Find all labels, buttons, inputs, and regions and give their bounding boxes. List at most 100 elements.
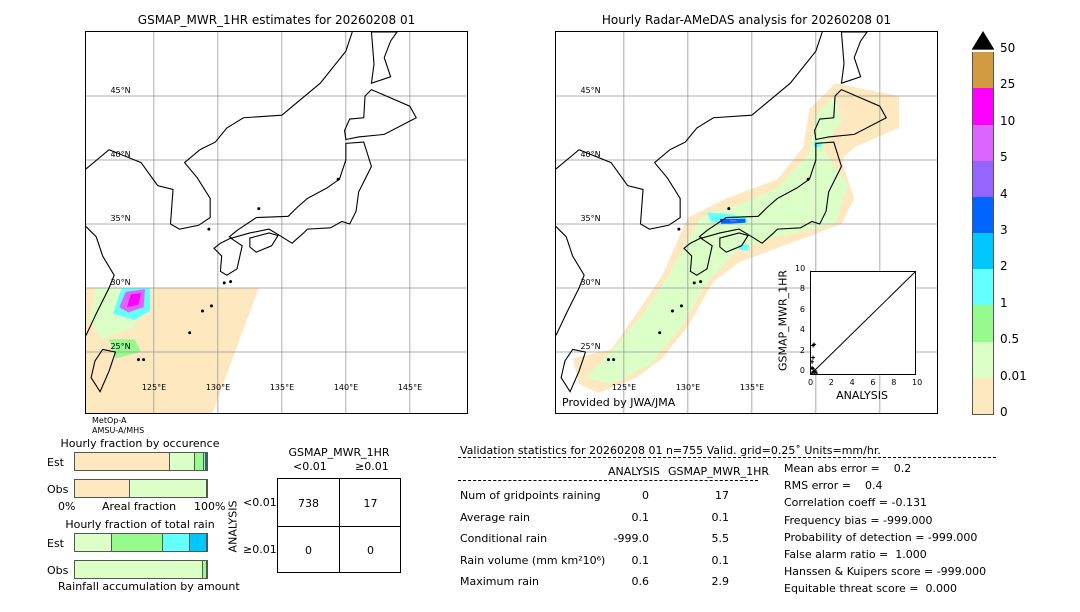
scatter-point (811, 355, 816, 360)
total-rain-obs-bar (74, 560, 208, 579)
colorbar (972, 49, 994, 415)
lon-label: 135°E (270, 383, 294, 392)
stat-analysis: 0 (642, 489, 649, 502)
colorbar-segment (972, 377, 994, 414)
left-map-title: GSMAP_MWR_1HR estimates for 20260208 01 (137, 13, 416, 27)
bar-segment (204, 453, 206, 470)
stat-analysis: 0.1 (631, 510, 650, 524)
colorbar-label: 5 (1000, 150, 1008, 165)
scatter-xlabel: ANALYSIS (836, 389, 888, 402)
colorbar-label: 3 (1000, 223, 1008, 237)
scatter-xtick: 6 (870, 378, 876, 387)
row-header: <0.01 (243, 496, 277, 509)
rain-area-magenta (126, 293, 142, 308)
scatter-point (811, 370, 815, 374)
island (136, 358, 140, 362)
scatter-point (814, 370, 819, 374)
stat-analysis: 0.1 (631, 553, 650, 567)
row-title: ANALYSIS (226, 500, 240, 553)
island (209, 304, 213, 308)
stat-gsmap: 2.9 (711, 575, 730, 588)
bar-segment (194, 453, 205, 470)
lon-label: 125°E (612, 383, 636, 392)
scatter-point (811, 365, 815, 370)
sensor-line: AMSU-A/MHS (92, 426, 145, 435)
colorbar-label: 50 (1000, 41, 1016, 55)
bar-segment (163, 534, 190, 551)
total-rain-est-bar (74, 533, 208, 552)
contingency-title: GSMAP_MWR_1HR (288, 446, 390, 459)
stat-label: Num of gridpoints raining (460, 489, 601, 502)
island (699, 280, 703, 284)
score: Probability of detection = -999.000 (784, 530, 978, 544)
scatter-ytick: 2 (799, 345, 805, 355)
score: Equitable threat score = 0.000 (784, 582, 957, 596)
colorbar-extend-arrow (972, 31, 994, 49)
right-map: 45°N 40°N 35°N 30°N 25°N 125°E 130°E 135°E Prov… (555, 31, 938, 414)
scatter-xtick: 0 (808, 378, 814, 387)
scatter-ytick: 10 (795, 264, 806, 273)
est-label: Est (47, 456, 64, 469)
lat-label: 40°N (110, 150, 130, 159)
scatter-ylabel: GSMAP_MWR_1HR (776, 269, 790, 372)
lon-label: 130°E (206, 383, 230, 392)
bar-segment (189, 534, 207, 551)
col-header: <0.01 (293, 460, 327, 473)
colorbar-segment (972, 305, 994, 342)
colorbar-segment (972, 269, 994, 306)
lon-label: 145°E (398, 383, 422, 392)
coastline-china (556, 226, 585, 336)
stat-label: Maximum rain (460, 575, 539, 588)
validation-header: Validation statistics for 20260208 01 n=… (460, 444, 881, 457)
bar-segment (203, 561, 207, 578)
est-label: Est (47, 537, 64, 550)
coastline-sakhalin (840, 32, 868, 85)
right-map-title: Hourly Radar-AMeDAS analysis for 2026020… (601, 13, 892, 27)
colorbar-segment (972, 196, 994, 234)
coastline-korea (86, 32, 353, 230)
coastline-kyushu (213, 237, 243, 276)
lat-label: 45°N (110, 86, 130, 95)
rain-area-light-green (585, 96, 848, 384)
colorbar-label: 0.5 (1000, 332, 1020, 347)
left-map: 45°N 40°N 35°N 30°N 25°N 125°E 130°E 135°E 140°E… (85, 31, 468, 414)
island (727, 207, 731, 211)
colorbar-label: 0 (1000, 405, 1008, 419)
island (806, 177, 810, 181)
colorbar-label: 10 (1000, 113, 1016, 128)
axis-100pct: 100% (194, 500, 226, 513)
bar-segment (75, 534, 112, 551)
island (207, 227, 211, 231)
cell: 17 (363, 497, 378, 510)
island (670, 309, 674, 313)
coastline-hokkaido (343, 88, 417, 141)
lon-label: 130°E (676, 383, 700, 392)
bar-segment (75, 453, 170, 470)
cell: 738 (298, 497, 319, 510)
bar-segment (130, 480, 207, 497)
island (612, 358, 616, 362)
score: Hanssen & Kuipers score = -999.000 (784, 565, 987, 579)
coastline-hokkaido (813, 88, 887, 141)
contingency-table: 738 17 0 0 (277, 478, 401, 573)
bar-segment (206, 453, 207, 470)
stat-gsmap: 17 (715, 489, 729, 502)
lon-label: 135°E (740, 383, 764, 392)
colorbar-segment (972, 160, 994, 197)
coastline-china (86, 226, 115, 336)
island (142, 358, 146, 362)
coastline-taiwan (560, 348, 587, 393)
sensor-line: MetOp-A (92, 416, 127, 425)
scatter-ytick: 4 (799, 325, 805, 335)
scatter-xtick: 8 (891, 378, 897, 387)
total-rain-footer: Rainfall accumulation by amount (58, 580, 240, 593)
col-header: ≥0.01 (355, 460, 389, 473)
island (229, 280, 233, 284)
scatter-inset (810, 271, 916, 375)
score: RMS error = 0.4 (784, 479, 883, 493)
coastline-sakhalin (370, 32, 398, 85)
lat-label: 25°N (110, 342, 130, 351)
coastline-honshu (228, 141, 373, 244)
scatter-ytick: 8 (799, 284, 805, 294)
stat-analysis: -999.0 (613, 532, 649, 545)
